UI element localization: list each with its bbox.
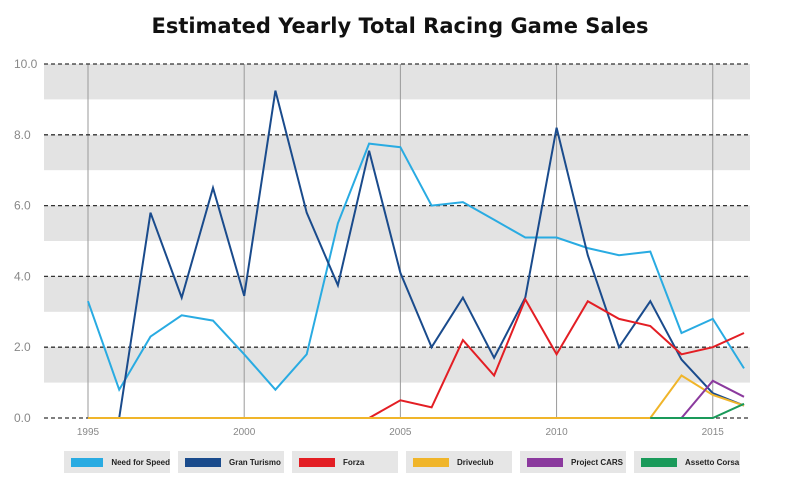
legend-item-driveclub[interactable]: Driveclub — [406, 451, 512, 473]
grid-band — [44, 205, 750, 241]
series-line-assetto-corsa — [650, 402, 745, 419]
legend-item-assetto-corsa[interactable]: Assetto Corsa — [634, 451, 740, 473]
x-tick-label: 2005 — [389, 427, 412, 438]
legend-swatch — [641, 457, 677, 467]
x-tick-label: 2010 — [545, 427, 568, 438]
legend-swatch — [527, 457, 563, 467]
y-tick-label: 6.0 — [14, 199, 31, 213]
x-tick-label: 2000 — [233, 427, 256, 438]
legend-swatch — [413, 457, 449, 467]
x-tick-label: 2015 — [702, 427, 725, 438]
legend-item-project-cars[interactable]: Project CARS — [520, 451, 626, 473]
series-line-gran-turismo — [88, 90, 745, 419]
grid-band — [44, 64, 750, 100]
y-tick-label: 8.0 — [14, 128, 31, 142]
legend-label: Project CARS — [571, 457, 624, 467]
grid-band — [44, 134, 750, 171]
series-line-need-for-speed — [87, 142, 745, 393]
y-tick-label: 0.0 — [14, 411, 31, 425]
y-tick-label: 10.0 — [14, 57, 38, 71]
legend-item-gran-turismo[interactable]: Gran Turismo — [178, 451, 284, 473]
legend-swatch — [71, 457, 104, 467]
legend-label: Forza — [343, 457, 365, 467]
y-tick-label: 2.0 — [14, 340, 31, 354]
grid-band — [44, 276, 750, 312]
legend-label: Driveclub — [457, 457, 494, 467]
legend-label: Gran Turismo — [229, 457, 281, 467]
legend-item-forza[interactable]: Forza — [292, 451, 398, 473]
y-tick-label: 4.0 — [14, 269, 31, 283]
series-line-driveclub — [88, 374, 745, 419]
x-tick-label: 1995 — [77, 427, 100, 438]
legend-label: Assetto Corsa — [685, 457, 740, 467]
chart-title: Estimated Yearly Total Racing Game Sales — [151, 14, 649, 38]
legend-label: Need for Speed — [111, 457, 170, 467]
line-chart: 1995 2000 2005 2010 2015 0.0 2.0 4.0 6.0 8.0 10.0 — [14, 57, 750, 438]
chart-legend: Need for Speed Gran Turismo Forza Drivec… — [0, 451, 800, 475]
legend-swatch — [185, 457, 221, 467]
grid-band — [44, 347, 750, 383]
legend-swatch — [299, 457, 335, 467]
legend-item-need-for-speed[interactable]: Need for Speed — [64, 451, 170, 473]
